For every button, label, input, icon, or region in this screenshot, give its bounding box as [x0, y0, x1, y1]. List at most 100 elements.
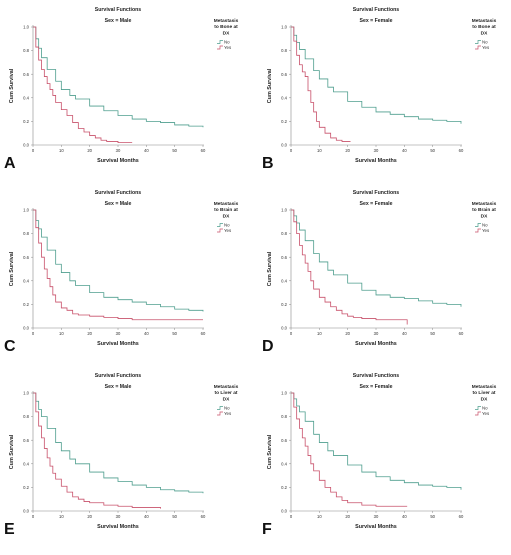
- y-tick-label: 0.0: [281, 509, 287, 514]
- x-tick-label: 40: [144, 148, 149, 153]
- legend-item-label: Yes: [224, 411, 232, 416]
- series-line-yes: [291, 392, 408, 507]
- y-tick-label: 0.4: [23, 95, 29, 100]
- y-tick-label: 0.8: [281, 231, 287, 236]
- x-tick-label: 40: [402, 331, 407, 336]
- y-tick-label: 0.0: [23, 143, 29, 148]
- x-axis-label: Survival Months: [355, 341, 397, 347]
- legend-item-label: Yes: [224, 45, 232, 50]
- legend-item-label: No: [224, 40, 230, 45]
- panel-letter: D: [262, 338, 274, 355]
- y-axis-label: Cum Survival: [267, 251, 273, 286]
- y-tick-label: 0.6: [23, 72, 29, 77]
- legend-title-line: to Bone at: [472, 24, 496, 30]
- x-tick-label: 30: [116, 148, 121, 153]
- legend-swatch-yes: [217, 45, 223, 50]
- panel-letter: C: [4, 338, 16, 355]
- y-tick-label: 1.0: [23, 25, 29, 30]
- legend-item-label: No: [224, 406, 230, 411]
- x-tick-label: 50: [430, 514, 435, 519]
- x-tick-label: 50: [430, 148, 435, 153]
- x-tick-label: 10: [59, 514, 64, 519]
- legend-item-label: Yes: [224, 228, 232, 233]
- x-tick-label: 60: [201, 331, 206, 336]
- y-tick-label: 0.6: [23, 255, 29, 260]
- y-tick-label: 0.8: [281, 414, 287, 419]
- legend-swatch-no: [475, 40, 481, 44]
- y-tick-label: 0.0: [281, 143, 287, 148]
- legend-swatch-yes: [217, 411, 223, 416]
- y-tick-label: 0.6: [281, 72, 287, 77]
- legend-swatch-no: [475, 223, 481, 227]
- legend-title-line: to Liver at: [473, 390, 496, 396]
- legend-title-line: DX: [223, 30, 230, 36]
- chart-title: Survival Functions: [353, 373, 400, 379]
- x-tick-label: 0: [290, 148, 293, 153]
- x-tick-label: 0: [32, 514, 35, 519]
- y-tick-label: 0.2: [281, 485, 287, 490]
- y-tick-label: 0.8: [23, 48, 29, 53]
- legend-title-line: to Liver at: [215, 390, 238, 396]
- x-tick-label: 50: [430, 331, 435, 336]
- y-tick-label: 0.6: [23, 438, 29, 443]
- x-axis-label: Survival Months: [97, 341, 139, 347]
- y-axis-label: Cum Survival: [267, 68, 273, 103]
- y-tick-label: 0.0: [281, 326, 287, 331]
- x-tick-label: 50: [172, 331, 177, 336]
- x-tick-label: 60: [201, 148, 206, 153]
- chart-subtitle: Sex = Male: [105, 18, 132, 24]
- x-tick-label: 10: [317, 331, 322, 336]
- chart-subtitle: Sex = Male: [105, 201, 132, 207]
- chart-panel-c: Survival Functions Sex = Male 0.0 0.2 0.4 0.6…: [4, 190, 239, 355]
- legend-swatch-yes: [217, 228, 223, 233]
- x-axis-label: Survival Months: [97, 158, 139, 164]
- legend-swatch-no: [217, 223, 223, 227]
- x-tick-label: 20: [345, 331, 350, 336]
- y-tick-label: 0.4: [23, 461, 29, 466]
- legend-title-line: Metastasis: [214, 18, 239, 24]
- y-tick-label: 0.8: [281, 48, 287, 53]
- y-tick-label: 0.2: [281, 119, 287, 124]
- y-tick-label: 0.2: [23, 119, 29, 124]
- y-tick-label: 0.8: [23, 231, 29, 236]
- legend-item-label: No: [482, 223, 488, 228]
- y-tick-label: 0.4: [281, 461, 287, 466]
- x-tick-label: 0: [290, 514, 293, 519]
- legend-swatch-no: [217, 40, 223, 44]
- chart-panel-e: Survival Functions Sex = Male 0.0 0.2 0.4 0.6…: [4, 373, 239, 538]
- legend-title-line: to Brain at: [472, 207, 496, 213]
- legend-title-line: DX: [481, 213, 488, 219]
- legend-swatch-yes: [475, 411, 481, 416]
- x-tick-label: 40: [402, 148, 407, 153]
- series-line-yes: [291, 26, 351, 142]
- chart-title: Survival Functions: [95, 190, 142, 196]
- series-line-no: [33, 209, 204, 312]
- legend-swatch-no: [475, 406, 481, 410]
- panel-letter: A: [4, 155, 16, 172]
- chart-subtitle: Sex = Female: [359, 18, 392, 24]
- chart-title: Survival Functions: [353, 7, 400, 13]
- x-tick-label: 10: [317, 514, 322, 519]
- legend-title-line: Metastasis: [472, 201, 497, 207]
- chart-subtitle: Sex = Female: [359, 384, 392, 390]
- y-tick-label: 0.6: [281, 438, 287, 443]
- series-line-yes: [33, 209, 203, 321]
- series-line-no: [33, 26, 204, 128]
- panel-letter: F: [262, 521, 272, 538]
- y-tick-label: 1.0: [23, 391, 29, 396]
- y-tick-label: 1.0: [23, 208, 29, 213]
- y-tick-label: 0.4: [281, 95, 287, 100]
- series-line-yes: [33, 26, 133, 144]
- y-tick-label: 0.2: [23, 302, 29, 307]
- x-tick-label: 60: [459, 148, 464, 153]
- legend-title-line: DX: [223, 396, 230, 402]
- y-axis-label: Cum Survival: [9, 434, 15, 469]
- series-line-no: [291, 392, 462, 490]
- x-tick-label: 30: [116, 331, 121, 336]
- series-line-no: [291, 26, 462, 124]
- y-tick-label: 1.0: [281, 391, 287, 396]
- x-axis-label: Survival Months: [97, 524, 139, 530]
- y-tick-label: 0.2: [23, 485, 29, 490]
